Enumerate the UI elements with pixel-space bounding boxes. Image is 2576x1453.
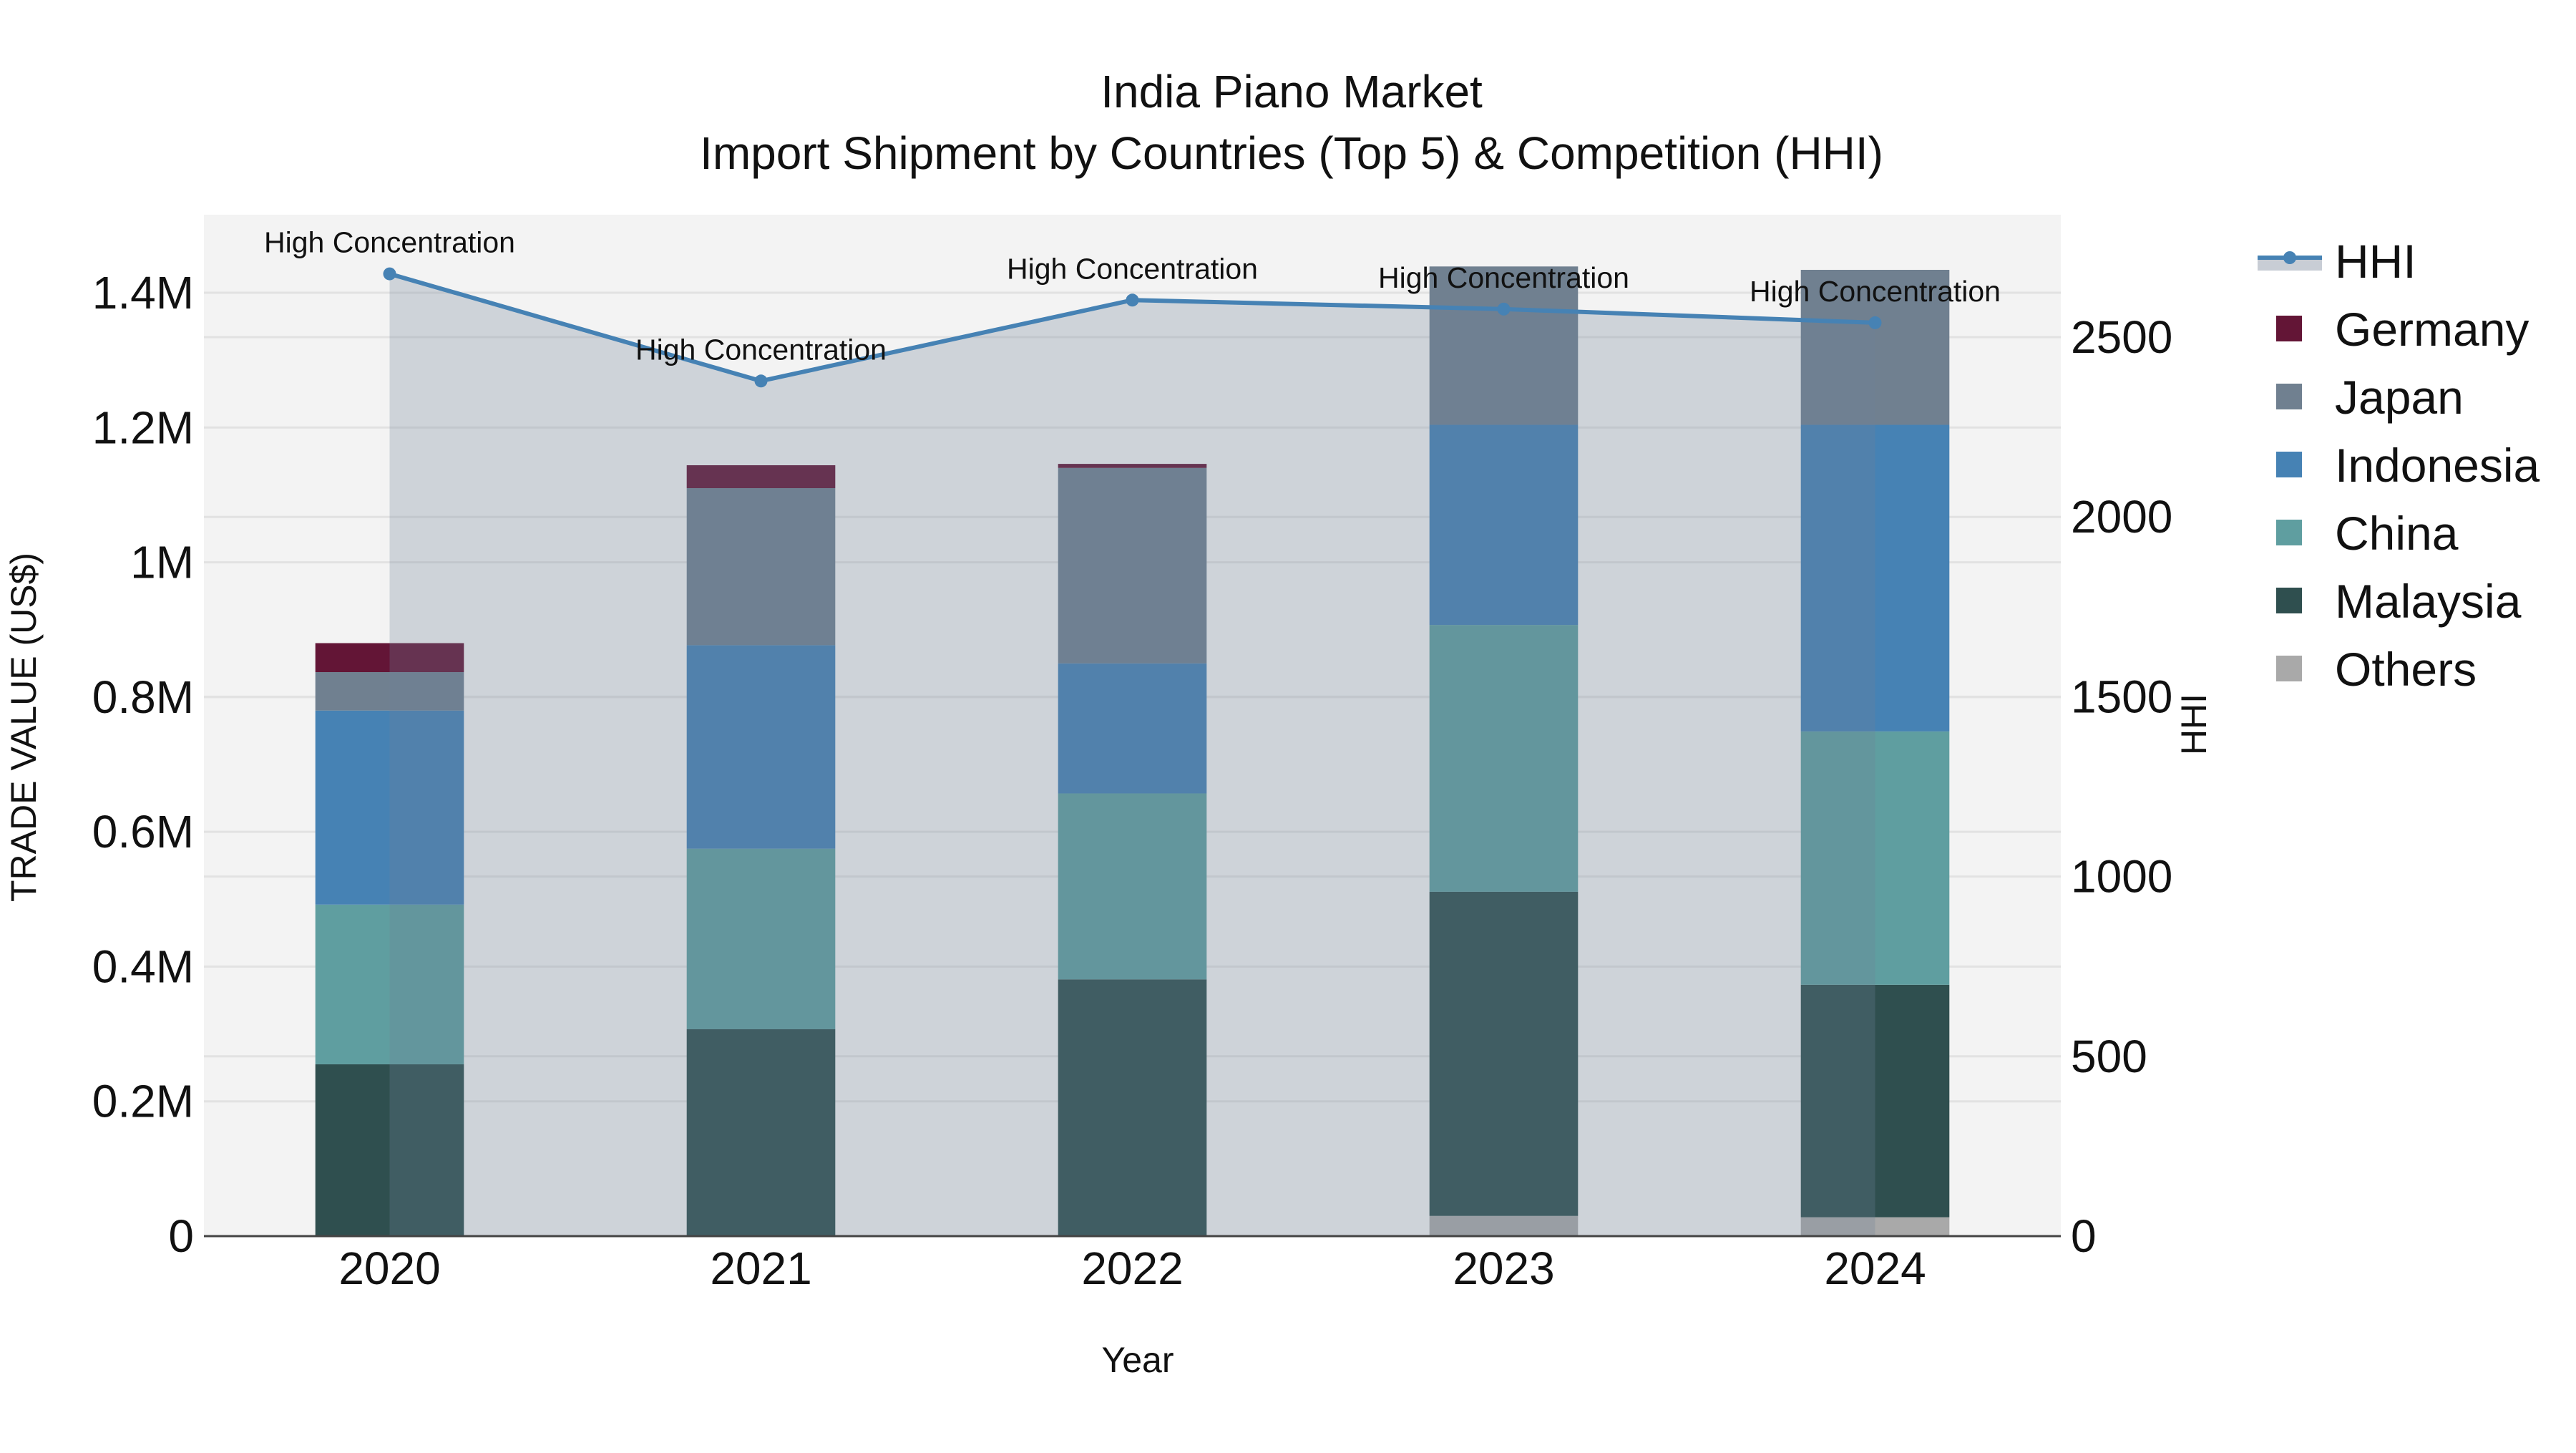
y2-tick-label: 2000 xyxy=(2071,491,2172,543)
legend-swatch-icon xyxy=(2276,520,2302,545)
bar-segment-china xyxy=(1429,625,1579,892)
legend-item-hhi: HHI xyxy=(2258,235,2416,288)
x-tick-label: 2022 xyxy=(1081,1243,1183,1294)
legend-label: Malaysia xyxy=(2335,575,2522,628)
hhi-line xyxy=(383,267,1882,388)
chart-title-line1: India Piano Market xyxy=(1101,66,1483,117)
y-tick-label: 0.8M xyxy=(92,671,194,723)
y-tick-label: 0.2M xyxy=(92,1076,194,1127)
bar-segment-japan xyxy=(1058,467,1207,664)
hhi-annotation: High Concentration xyxy=(264,226,515,259)
bar-segment-germany xyxy=(315,643,464,673)
y-tick-label: 0 xyxy=(168,1210,194,1262)
y-tick-label: 1.4M xyxy=(92,267,194,319)
legend-item-germany: Germany xyxy=(2276,303,2529,356)
hhi-annotations: High Concentration High Concentration High… xyxy=(264,226,2001,366)
bar-stack-2023 xyxy=(1429,266,1579,1236)
x-tick-label: 2023 xyxy=(1453,1243,1554,1294)
hhi-marker xyxy=(1126,293,1139,307)
bar-segment-indonesia xyxy=(686,645,836,849)
hhi-annotation: High Concentration xyxy=(1750,275,2001,308)
bar-segment-japan xyxy=(1429,266,1579,425)
bar-segment-china xyxy=(686,848,836,1029)
bar-segment-indonesia xyxy=(315,710,464,905)
stacked-bars xyxy=(315,266,1950,1236)
x-axis: 2020 2021 2022 2023 2024 xyxy=(338,1243,1926,1294)
legend-swatch-icon xyxy=(2276,384,2302,409)
bar-segment-germany xyxy=(1058,464,1207,468)
hhi-annotation: High Concentration xyxy=(1007,252,1258,285)
y-tick-label: 1M xyxy=(130,537,194,588)
bar-segment-germany xyxy=(686,465,836,489)
hhi-marker xyxy=(754,374,768,388)
y-tick-label: 0.6M xyxy=(92,806,194,857)
bar-stack-2021 xyxy=(686,465,836,1236)
bar-segment-malaysia xyxy=(686,1029,836,1236)
y2-tick-label: 1500 xyxy=(2071,671,2172,722)
legend-hhi-fill-icon xyxy=(2258,259,2322,271)
legend-swatch-icon xyxy=(2276,452,2302,477)
bar-segment-malaysia xyxy=(1800,984,1950,1218)
bar-stack-2020 xyxy=(315,643,464,1236)
y-axis-right: 0 500 1000 1500 2000 2500 xyxy=(2071,311,2172,1262)
hhi-marker xyxy=(1868,316,1882,329)
x-tick-label: 2020 xyxy=(338,1243,440,1294)
legend-label: Japan xyxy=(2335,371,2464,424)
bar-segment-malaysia xyxy=(315,1064,464,1236)
y2-tick-label: 500 xyxy=(2071,1031,2147,1082)
bar-segment-others xyxy=(1800,1217,1950,1236)
bar-segment-china xyxy=(1800,731,1950,985)
legend-label: Indonesia xyxy=(2335,439,2540,492)
y-axis-left: 0 0.2M 0.4M 0.6M 0.8M 1M 1.2M 1.4M xyxy=(92,267,194,1262)
chart-title: India Piano Market Import Shipment by Co… xyxy=(700,66,1883,179)
legend-swatch-icon xyxy=(2276,588,2302,613)
bar-segment-indonesia xyxy=(1800,424,1950,732)
legend-label: Others xyxy=(2335,643,2477,696)
bar-segment-indonesia xyxy=(1058,663,1207,794)
legend-item-japan: Japan xyxy=(2276,371,2464,424)
legend-label: Germany xyxy=(2335,303,2529,356)
hhi-annotation: High Concentration xyxy=(635,333,887,366)
x-axis-title: Year xyxy=(1101,1340,1174,1380)
y-axis-title: TRADE VALUE (US$) xyxy=(4,553,44,902)
x-tick-label: 2024 xyxy=(1824,1243,1926,1294)
legend-swatch-icon xyxy=(2276,656,2302,681)
y-tick-label: 1.2M xyxy=(92,402,194,453)
bar-segment-japan xyxy=(686,488,836,646)
x-tick-label: 2021 xyxy=(710,1243,811,1294)
hhi-marker xyxy=(383,267,396,281)
chart-subtitle: Import Shipment by Countries (Top 5) & C… xyxy=(700,127,1883,179)
legend-label: HHI xyxy=(2335,235,2416,288)
legend-item-malaysia: Malaysia xyxy=(2276,575,2522,628)
hhi-area-fill xyxy=(389,273,1875,1236)
bar-segment-others xyxy=(1429,1215,1579,1236)
y2-tick-label: 2500 xyxy=(2071,311,2172,363)
hhi-area xyxy=(389,273,1875,1236)
legend-swatch-icon xyxy=(2276,316,2302,341)
y2-tick-label: 1000 xyxy=(2071,851,2172,903)
bar-stack-2024 xyxy=(1800,269,1950,1236)
y2-tick-label: 0 xyxy=(2071,1210,2097,1262)
legend: HHI Germany Japan Indonesia China Malaysia Oth… xyxy=(2258,235,2540,696)
y-tick-label: 0.4M xyxy=(92,941,194,992)
bar-stack-2022 xyxy=(1058,464,1207,1236)
hhi-marker xyxy=(1497,302,1511,316)
y2-axis-title: HHI xyxy=(2174,694,2214,755)
bar-segment-malaysia xyxy=(1058,979,1207,1236)
bar-segment-japan xyxy=(315,672,464,711)
bar-segment-japan xyxy=(1800,269,1950,425)
hhi-annotation: High Concentration xyxy=(1378,261,1629,294)
legend-label: China xyxy=(2335,507,2459,560)
legend-hhi-marker-icon xyxy=(2283,251,2296,264)
bar-segment-indonesia xyxy=(1429,424,1579,626)
bar-segment-china xyxy=(315,904,464,1064)
legend-item-china: China xyxy=(2276,507,2459,560)
bar-segment-malaysia xyxy=(1429,891,1579,1216)
legend-item-others: Others xyxy=(2276,643,2477,696)
legend-item-indonesia: Indonesia xyxy=(2276,439,2540,492)
bar-segment-china xyxy=(1058,793,1207,980)
